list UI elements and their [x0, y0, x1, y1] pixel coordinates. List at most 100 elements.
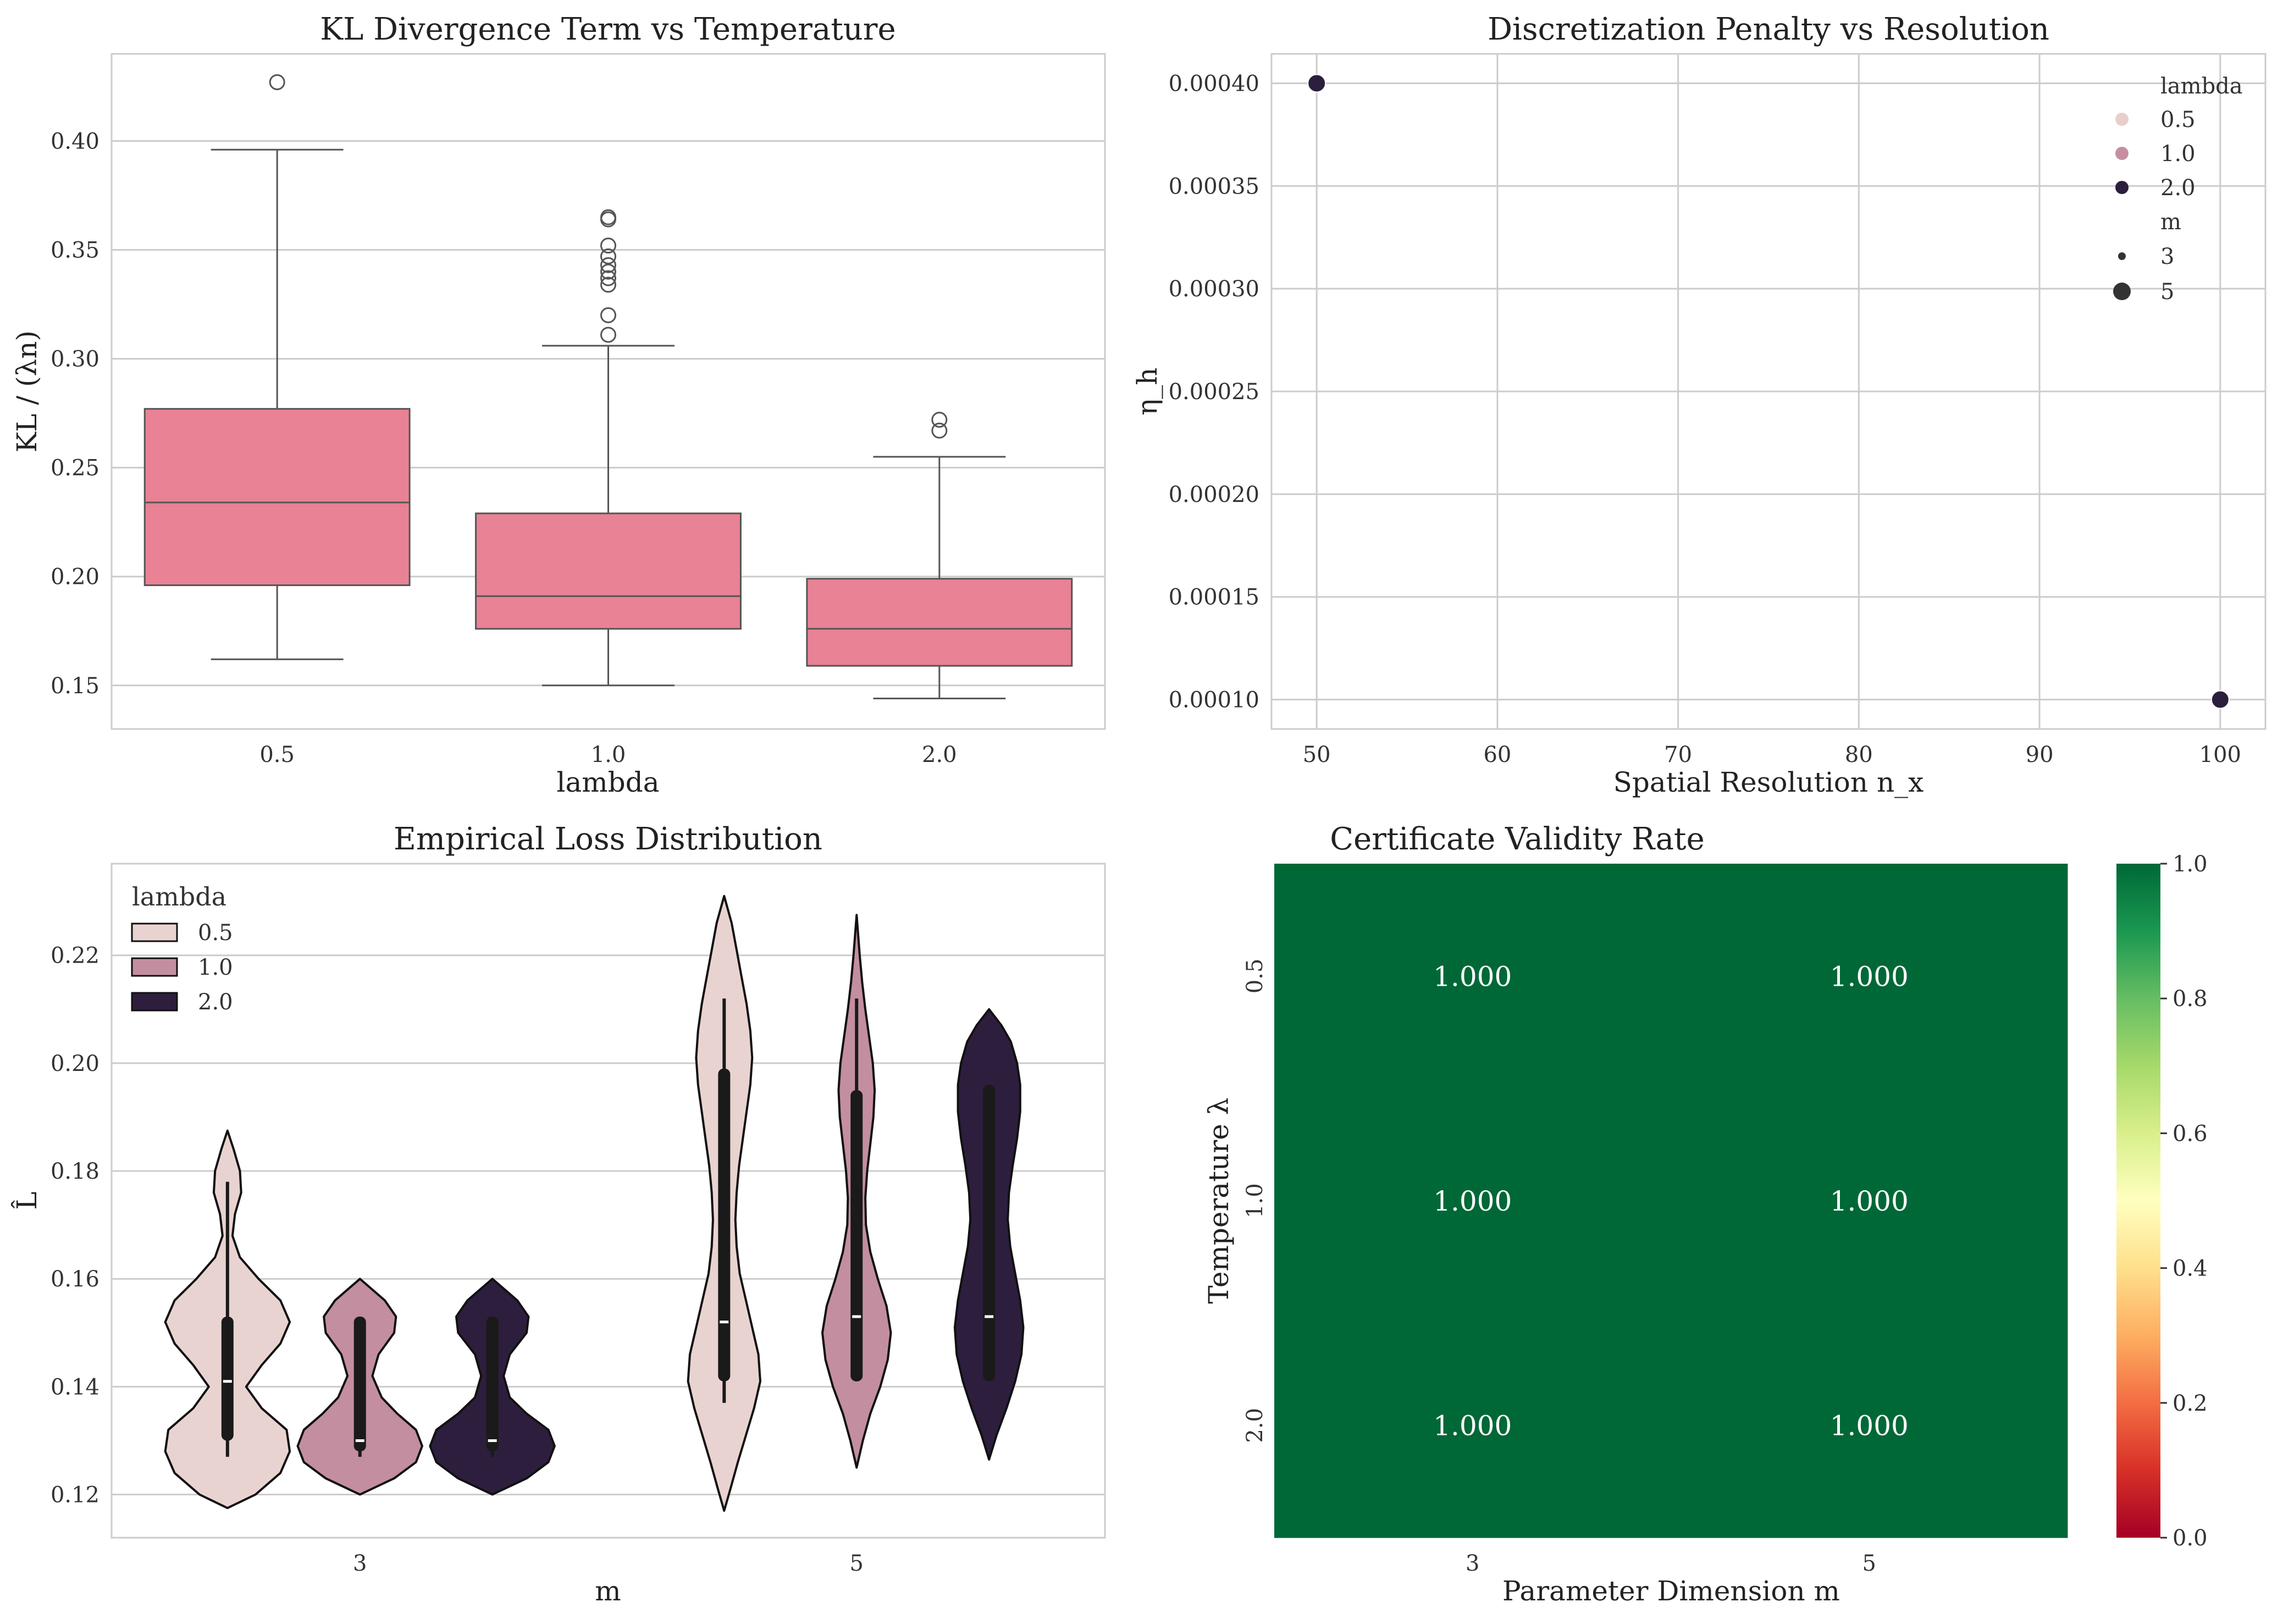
heatmap-cell	[1274, 1313, 1671, 1538]
legend-marker-hue-2	[2115, 181, 2129, 194]
y-tick-label: 0.00015	[1169, 585, 1259, 610]
legend-marker-hue-1	[2115, 147, 2129, 160]
x-tick-label: 90	[2026, 742, 2054, 767]
violin-m3-lambda-0.5	[164, 1129, 291, 1510]
outlier-point	[600, 270, 616, 286]
heatmap-cell	[1274, 864, 1671, 1089]
x-axis-label: Parameter Dimension m	[1502, 1575, 1840, 1607]
x-tick-label: 3	[353, 1551, 367, 1576]
x-tick-label: 2.0	[922, 742, 957, 767]
colorbar-tick-label: 0.0	[2173, 1526, 2208, 1551]
y-tick-label: 0.20	[51, 565, 99, 590]
scatter-points	[1307, 74, 2230, 709]
legend-label-size-0: 3	[2160, 244, 2174, 269]
heatmap-cells: 1.000 1.000 1.000 1.000 1.000 1.000	[1274, 864, 2068, 1538]
legend-label-hue-0: 0.5	[2160, 107, 2196, 132]
legend-swatch-1	[131, 957, 178, 977]
violin-iqr-bar	[486, 1316, 499, 1452]
outlier-point	[269, 74, 285, 90]
y-tick-label: 0.25	[51, 456, 99, 481]
box-1.0	[475, 209, 742, 687]
outlier-point	[931, 411, 948, 428]
legend-label-2: 2.0	[198, 990, 233, 1015]
boxes	[143, 74, 1073, 700]
y-tick-label: 0.16	[51, 1267, 99, 1292]
legend-label-0: 0.5	[198, 920, 233, 946]
colorbar-tick-label: 1.0	[2173, 852, 2208, 877]
colorbar-gradient	[2116, 864, 2160, 1538]
colorbar-tick-label: 0.8	[2173, 986, 2208, 1012]
x-tick-label: 100	[2199, 742, 2241, 767]
violin-iqr-bar	[850, 1090, 863, 1382]
colorbar-tick-label: 0.2	[2173, 1391, 2208, 1416]
y-tick-label: 0.14	[51, 1374, 99, 1400]
y-axis-label: KL / (λn)	[11, 330, 43, 452]
violin-m5-lambda-2.0	[953, 1008, 1025, 1461]
violin-m5-lambda-1.0	[821, 914, 892, 1469]
heatmap-cell	[1671, 864, 2068, 1089]
box-0.5	[143, 74, 411, 660]
x-axis-label: m	[595, 1575, 621, 1607]
violin-iqr-bar	[718, 1068, 731, 1382]
box-iqr	[143, 408, 411, 587]
y-axis-label: L̂	[10, 1191, 43, 1209]
y-tick-label: 0.35	[51, 238, 99, 263]
chart-title: Empirical Loss Distribution	[394, 821, 822, 857]
heatmap-cell	[1671, 1313, 2068, 1538]
legend: lambda 0.5 1.0 2.0	[131, 882, 233, 1015]
y-tick-labels: 0.15 0.20 0.25 0.30 0.35 0.40	[51, 129, 99, 698]
colorbar-tick-labels: 0.0 0.2 0.4 0.6 0.8 1.0	[2160, 852, 2208, 1551]
y-tick-label: 0.22	[51, 943, 99, 969]
x-axis-label: lambda	[556, 766, 659, 798]
y-tick-label: 0.00020	[1169, 482, 1259, 507]
y-tick-label: 0.00025	[1169, 379, 1259, 405]
legend-marker-hue-0	[2115, 113, 2129, 126]
x-axis-label: Spatial Resolution n_x	[1613, 766, 1924, 798]
x-tick-label: 50	[1303, 742, 1331, 767]
legend-swatch-2	[131, 992, 178, 1012]
legend-size-title: m	[2160, 209, 2181, 235]
y-tick-label: 0.18	[51, 1159, 99, 1184]
y-tick-label: 0.00035	[1169, 174, 1259, 199]
y-gridlines	[112, 954, 1105, 1496]
y-tick-label: 0.40	[51, 129, 99, 154]
y-tick-label: 0.00040	[1169, 71, 1259, 96]
outlier-point	[600, 248, 616, 264]
legend-marker-size-1	[2113, 283, 2131, 300]
y-tick-label: 0.5	[1242, 959, 1268, 994]
x-tick-label: 5	[1862, 1551, 1876, 1576]
legend: lambda 0.5 1.0 2.0 m 3 5	[2113, 74, 2243, 305]
legend-label-size-1: 5	[2160, 279, 2174, 305]
scatter-point	[2210, 690, 2230, 709]
violin-iqr-bar	[983, 1085, 996, 1382]
heatmap-cell-label: 1.000	[1433, 960, 1512, 992]
outlier-point	[600, 307, 616, 323]
panel-kl-boxplot: 0.15 0.20 0.25 0.30 0.35 0.40 0.5 1.0 2.0 KL Di…	[11, 12, 1106, 798]
colorbar-tick-label: 0.6	[2173, 1121, 2208, 1146]
legend-swatch-0	[131, 923, 178, 942]
violins	[164, 894, 1025, 1512]
colorbar-tick-label: 0.4	[2173, 1256, 2208, 1281]
y-axis-label: Temperature λ	[1203, 1097, 1235, 1303]
chart-title: Certificate Validity Rate	[1330, 821, 1704, 857]
y-tick-label: 2.0	[1242, 1408, 1268, 1443]
chart-title: KL Divergence Term vs Temperature	[320, 12, 895, 47]
y-tick-labels: 0.00010 0.00015 0.00020 0.00025 0.00030 0.000…	[1169, 71, 1259, 712]
x-tick-label: 0.5	[259, 742, 295, 767]
heatmap-cell-label: 1.000	[1830, 1410, 1909, 1442]
outlier-point	[600, 257, 616, 273]
heatmap-cell	[1671, 1088, 2068, 1313]
heatmap-cell	[1274, 1088, 1671, 1313]
y-tick-label: 0.15	[51, 673, 99, 699]
panel-penalty-scatter: 0.00010 0.00015 0.00020 0.00025 0.00030 0.000…	[1131, 12, 2267, 798]
violin-iqr-bar	[221, 1316, 234, 1441]
y-tick-label: 0.00010	[1169, 688, 1259, 713]
box-2.0	[806, 411, 1073, 700]
heatmap-cell-label: 1.000	[1433, 1185, 1512, 1217]
outlier-point	[600, 277, 616, 293]
x-tick-labels: 0.5 1.0 2.0	[259, 742, 957, 767]
y-tick-labels: 0.5 1.0 2.0	[1242, 959, 1268, 1443]
